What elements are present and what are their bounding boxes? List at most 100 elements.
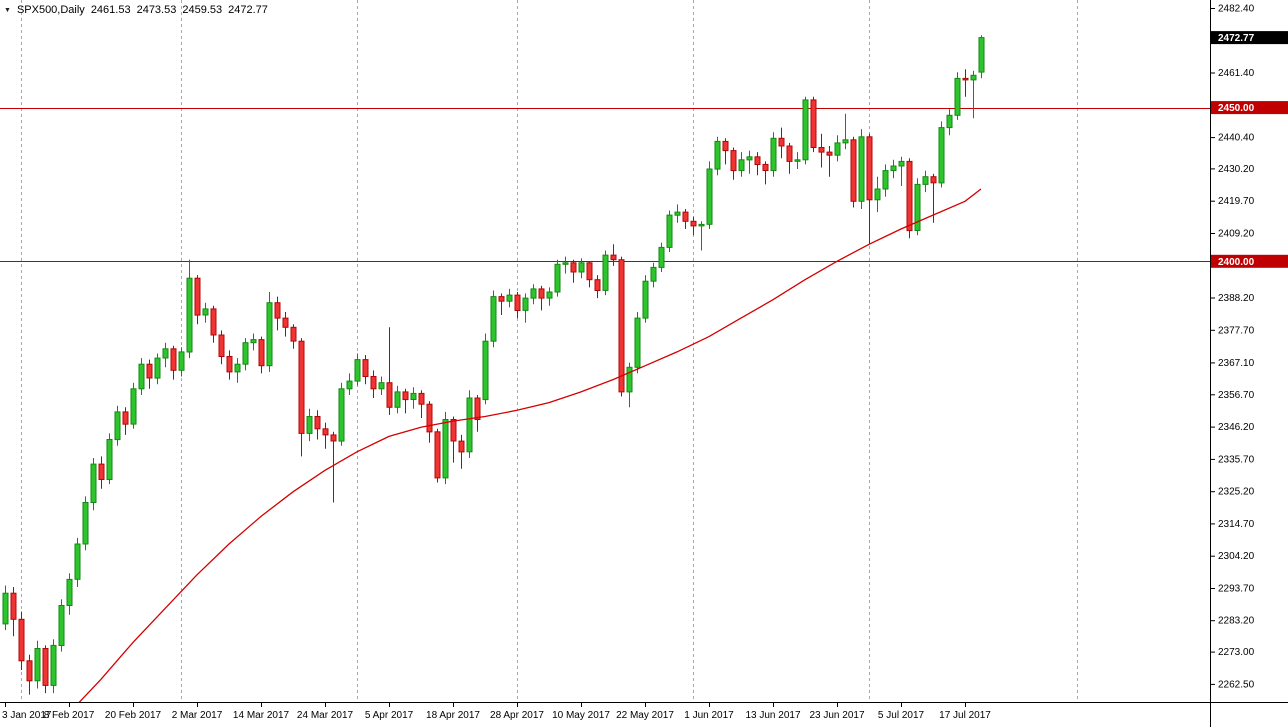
svg-text:2472.77: 2472.77	[1218, 33, 1255, 44]
price-axis-label: 2314.70	[1218, 519, 1255, 530]
candle-up	[770, 132, 777, 177]
candle-up	[954, 72, 961, 120]
grid-layer	[21, 0, 1078, 702]
candle-up	[266, 292, 273, 372]
candle-down	[146, 359, 153, 389]
candle-up	[530, 284, 537, 305]
candle-down	[786, 142, 793, 174]
candle-up	[858, 129, 865, 209]
candle-up	[802, 96, 809, 165]
candle-up	[946, 109, 953, 136]
price-axis[interactable]: 2482.40 2461.40 2440.40 2430.20 2419.70 2409.…	[1211, 4, 1288, 691]
candle-down	[282, 312, 289, 337]
price-axis-label: 2440.40	[1218, 133, 1255, 144]
candle-up	[746, 150, 753, 174]
candle-down	[730, 147, 737, 180]
price-axis-label: 2304.20	[1218, 551, 1255, 562]
candle-up	[250, 333, 257, 351]
candle-down	[498, 293, 505, 315]
price-axis-label: 2293.70	[1218, 584, 1255, 595]
candle-up	[154, 353, 161, 385]
candle-down	[818, 133, 825, 168]
time-axis-label: 2 Mar 2017	[172, 710, 223, 721]
candle-down	[962, 69, 969, 97]
candle-up	[626, 362, 633, 408]
candle-up	[634, 312, 641, 374]
candle-down	[322, 422, 329, 449]
candle-down	[754, 152, 761, 176]
candle-down	[514, 292, 521, 319]
candle-down	[194, 275, 201, 325]
candle-up	[842, 113, 849, 150]
level-price-badge: 2400.00	[1211, 254, 1288, 268]
level-price-badge: 2450.00	[1211, 101, 1288, 115]
candle-up	[522, 293, 529, 323]
price-axis-label: 2325.20	[1218, 487, 1255, 498]
time-axis-label: 18 Apr 2017	[426, 710, 480, 721]
candle-down	[258, 336, 265, 374]
candle-down	[122, 407, 129, 435]
bar-close-value: 2472.77	[228, 4, 268, 16]
candle-down	[458, 434, 465, 469]
candle-up	[234, 358, 241, 383]
candle-up	[834, 135, 841, 162]
symbol-timeframe-label: SPX500,Daily	[16, 4, 85, 16]
candle-up	[714, 136, 721, 176]
candle-down	[370, 370, 377, 398]
time-axis-label: 20 Feb 2017	[105, 710, 162, 721]
candle-up	[738, 152, 745, 177]
candle-down	[450, 416, 457, 463]
candle-down	[210, 305, 217, 343]
candle-down	[10, 587, 17, 637]
candle-down	[170, 345, 177, 380]
time-axis-label: 10 May 2017	[552, 710, 610, 721]
price-axis-label: 2409.20	[1218, 229, 1255, 240]
candle-up	[554, 259, 561, 297]
price-axis-label: 2283.20	[1218, 616, 1255, 627]
candle-up	[114, 405, 121, 446]
candle-up	[978, 35, 985, 79]
candle-up	[874, 176, 881, 213]
candle-down	[826, 146, 833, 177]
candle-up	[162, 342, 169, 368]
candle-up	[706, 161, 713, 229]
candle-up	[186, 259, 193, 359]
symbol-list-arrow-icon[interactable]: ▼	[4, 6, 11, 14]
candle-down	[274, 296, 281, 331]
candle-up	[666, 210, 673, 252]
candle-up	[50, 639, 57, 694]
price-axis-label: 2377.70	[1218, 325, 1255, 336]
time-axis-label: 5 Jul 2017	[878, 710, 925, 721]
candle-up	[922, 170, 929, 193]
price-axis-label: 2367.10	[1218, 358, 1255, 369]
price-axis-label: 2262.50	[1218, 679, 1255, 690]
candle-up	[578, 258, 585, 279]
time-axis-label: 23 Jun 2017	[809, 710, 864, 721]
candle-up	[490, 290, 497, 348]
candle-down	[594, 275, 601, 299]
time-axis-label: 28 Apr 2017	[490, 710, 544, 721]
candle-up	[658, 242, 665, 272]
time-axis-label: 8 Feb 2017	[44, 710, 95, 721]
candle-up	[890, 159, 897, 179]
moving-average-line[interactable]	[69, 188, 982, 713]
chart-ohlc-readout: ▼ SPX500,Daily 2461.53 2473.53 2459.53 2…	[4, 4, 268, 16]
candle-down	[586, 261, 593, 288]
candle-up	[378, 376, 385, 395]
candle-up	[106, 433, 113, 485]
candle-down	[314, 410, 321, 440]
price-axis-label: 2430.20	[1218, 164, 1255, 175]
candle-up	[562, 256, 569, 274]
candle-up	[602, 250, 609, 296]
candles-layer	[2, 35, 985, 695]
candle-up	[938, 121, 945, 188]
candle-down	[98, 456, 105, 489]
candle-down	[386, 327, 393, 415]
candle-up	[66, 573, 73, 615]
candle-up	[306, 408, 313, 442]
candle-down	[722, 138, 729, 165]
candle-up	[674, 204, 681, 223]
